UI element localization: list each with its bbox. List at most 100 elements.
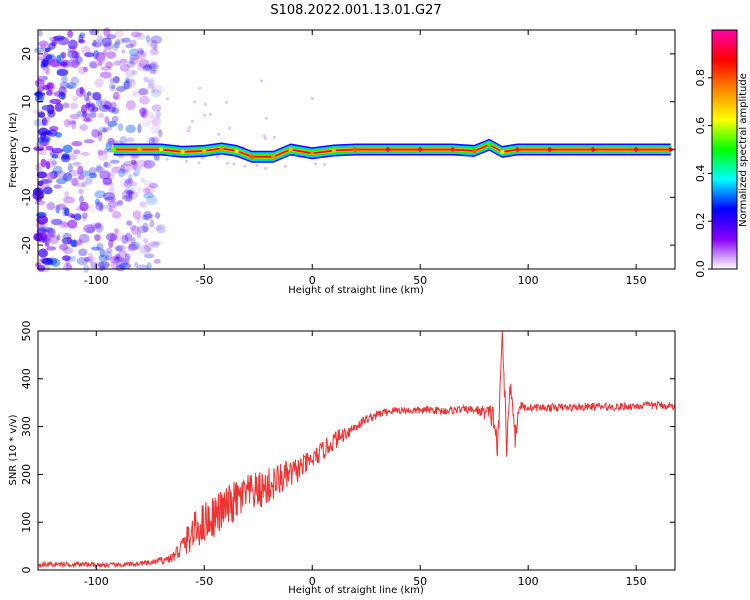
noise-cell <box>103 148 108 155</box>
noise-cell <box>71 59 80 68</box>
noise-cell <box>105 141 113 151</box>
noise-cell <box>131 90 141 98</box>
noise-cell <box>148 63 157 70</box>
noise-cell <box>142 210 153 221</box>
ridge-point <box>450 147 455 152</box>
noise-cell <box>78 233 90 244</box>
noise-cell <box>103 192 116 201</box>
noise-cell <box>139 49 144 55</box>
noise-cell <box>53 184 62 189</box>
noise-cell <box>85 176 93 185</box>
noise-cell <box>165 157 169 161</box>
noise-cell <box>103 161 109 168</box>
noise-cell <box>86 91 92 97</box>
noise-cell <box>143 159 156 169</box>
noise-cell <box>115 264 126 272</box>
noise-cell <box>83 224 96 234</box>
noise-cell <box>137 63 145 72</box>
noise-cell <box>33 146 45 151</box>
noise-cell <box>89 111 97 119</box>
figure-title: S108.2022.001.13.01.G27 <box>270 3 441 18</box>
noise-cell <box>110 101 117 109</box>
noise-cell <box>126 235 137 244</box>
noise-cell <box>143 111 155 119</box>
snr-xlabel: Height of straight line (km) <box>288 585 424 596</box>
noise-cell <box>135 159 148 168</box>
noise-cell <box>102 161 112 169</box>
noise-cell <box>70 76 80 86</box>
noise-cell <box>62 206 67 217</box>
noise-cell <box>38 127 50 136</box>
y-tick-label: 400 <box>20 368 33 389</box>
noise-cell <box>264 167 268 171</box>
noise-cell <box>125 43 135 49</box>
noise-cell <box>115 232 123 242</box>
noise-cell <box>87 252 93 261</box>
noise-cell <box>104 116 110 124</box>
noise-cell <box>129 53 140 61</box>
noise-cell <box>36 228 48 234</box>
noise-cell <box>152 84 164 94</box>
noise-cell <box>71 177 79 186</box>
noise-cell <box>80 170 91 177</box>
noise-cell <box>114 228 119 234</box>
colorbar-tick-label: 0.0 <box>694 260 707 278</box>
noise-cell <box>41 257 54 266</box>
noise-cell <box>37 76 43 85</box>
noise-cell <box>78 188 84 195</box>
noise-cell <box>127 191 139 200</box>
noise-cell <box>89 172 97 179</box>
noise-cell <box>84 256 96 263</box>
noise-cell <box>41 117 47 126</box>
noise-cell <box>113 60 122 66</box>
noise-cell <box>50 160 58 166</box>
noise-cell <box>131 69 138 75</box>
noise-cell <box>148 228 156 235</box>
noise-cell <box>198 86 202 90</box>
noise-cell <box>120 163 133 173</box>
noise-cell <box>143 238 149 244</box>
noise-cell <box>81 212 88 219</box>
noise-cell <box>145 195 158 206</box>
noise-cell <box>228 126 232 130</box>
noise-cell <box>124 178 130 185</box>
noise-cell <box>149 114 160 125</box>
noise-cell <box>67 84 74 89</box>
noise-cell <box>121 234 129 244</box>
noise-cell <box>124 252 132 260</box>
noise-cell <box>50 218 63 226</box>
noise-cell <box>61 255 71 262</box>
noise-cell <box>124 187 136 195</box>
noise-cell <box>94 198 100 206</box>
noise-cell <box>150 241 159 249</box>
noise-cell <box>123 179 133 189</box>
noise-cell <box>156 224 166 234</box>
noise-cell <box>127 173 133 183</box>
noise-cell <box>262 134 266 138</box>
noise-cell <box>115 259 128 269</box>
noise-cell <box>129 181 138 187</box>
ridge-point <box>288 147 293 152</box>
noise-cell <box>49 126 59 132</box>
noise-cell <box>121 258 130 266</box>
noise-cell <box>79 124 89 132</box>
noise-cell <box>59 243 69 251</box>
noise-cell <box>100 204 112 209</box>
noise-cell <box>121 195 133 202</box>
noise-cell <box>94 222 102 229</box>
noise-cell <box>97 151 109 161</box>
noise-cell <box>99 202 104 212</box>
noise-cell <box>143 179 154 188</box>
noise-cell <box>140 50 148 57</box>
noise-cell <box>188 126 192 130</box>
x-tick-label: 0 <box>309 575 316 588</box>
noise-cell <box>47 231 54 238</box>
noise-cell <box>42 116 51 122</box>
noise-cell <box>63 172 73 182</box>
noise-cell <box>119 63 130 72</box>
noise-cell <box>105 247 113 254</box>
noise-cell <box>38 30 43 37</box>
noise-cell <box>71 141 83 147</box>
noise-cell <box>45 161 51 170</box>
